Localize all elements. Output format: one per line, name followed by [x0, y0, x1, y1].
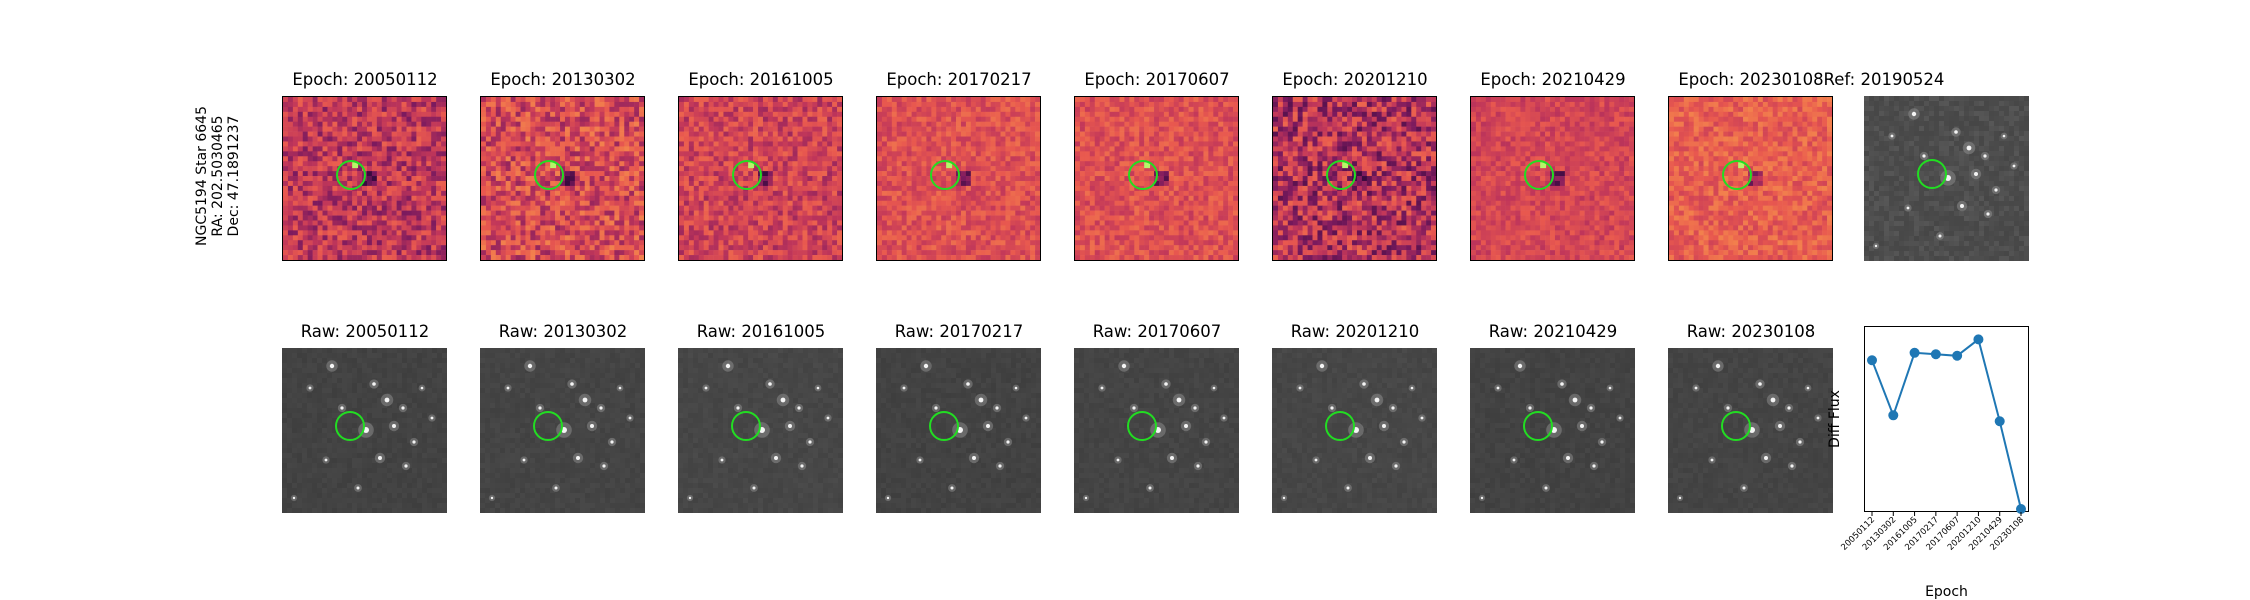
light-curve-xlabel: Epoch — [1925, 584, 1968, 600]
raw-image — [1074, 348, 1239, 513]
raw-panel-title: Raw: 20170607 — [1092, 322, 1222, 341]
difference-image — [480, 96, 645, 261]
data-point — [1994, 416, 2005, 427]
data-point — [1867, 355, 1877, 366]
aperture-circle — [1524, 160, 1554, 190]
diff-panel-title: Epoch: 20161005 — [688, 70, 834, 89]
dec-label: Dec: 47.1891237 — [226, 115, 242, 237]
difference-image — [1272, 96, 1437, 261]
diff-flux-series-line — [1871, 337, 2022, 510]
aperture-circle — [1127, 411, 1157, 441]
raw-panel-title: Raw: 20230108 — [1686, 322, 1816, 341]
data-point — [1888, 410, 1899, 421]
light-curve-ylabel: Diff Flux — [1827, 390, 1843, 448]
aperture-circle — [335, 411, 365, 441]
data-point — [2016, 504, 2026, 515]
diff-panel-title: Epoch: 20210429 — [1480, 70, 1626, 89]
aperture-circle — [1523, 411, 1553, 441]
ref-panel-title: Ref: 20190524 — [1823, 70, 1945, 89]
data-point — [1952, 350, 1963, 361]
aperture-circle — [731, 411, 761, 441]
raw-panel-title: Raw: 20161005 — [696, 322, 826, 341]
aperture-circle — [1325, 411, 1355, 441]
difference-image — [678, 96, 843, 261]
aperture-circle — [930, 160, 960, 190]
raw-image — [282, 348, 447, 513]
aperture-circle — [336, 160, 366, 190]
raw-image — [1272, 348, 1437, 513]
raw-panel-title: Raw: 20201210 — [1290, 322, 1420, 341]
raw-panel-title: Raw: 20210429 — [1488, 322, 1618, 341]
diff-panel-title: Epoch: 20130302 — [490, 70, 636, 89]
aperture-circle — [732, 160, 762, 190]
difference-image — [282, 96, 447, 261]
raw-panel-title: Raw: 20050112 — [300, 322, 430, 341]
aperture-circle — [1326, 160, 1356, 190]
plot-frame — [1864, 326, 2029, 512]
raw-image — [678, 348, 843, 513]
difference-image — [1668, 96, 1833, 261]
diff-panel-title: Epoch: 20170607 — [1084, 70, 1230, 89]
raw-panel-title: Raw: 20130302 — [498, 322, 628, 341]
light-curve-plot: 2005011220130302201610052017021720170607… — [1839, 326, 2029, 553]
data-point — [1930, 349, 1941, 360]
aperture-circle — [1917, 159, 1947, 189]
raw-panel-title: Raw: 20170217 — [894, 322, 1024, 341]
difference-image — [876, 96, 1041, 261]
aperture-circle — [1128, 160, 1158, 190]
aperture-circle — [534, 160, 564, 190]
aperture-circle — [1722, 160, 1752, 190]
diff-panel-title: Epoch: 20050112 — [292, 70, 438, 89]
star-name-label: NGC5194 Star 6645 — [194, 106, 210, 246]
diff-panel-title: Epoch: 20230108 — [1678, 70, 1824, 89]
raw-image — [1668, 348, 1833, 513]
data-point — [1973, 334, 1984, 345]
difference-image — [1470, 96, 1635, 261]
raw-image — [480, 348, 645, 513]
aperture-circle — [1721, 411, 1751, 441]
data-point — [1909, 347, 1920, 358]
diff-panel-title: Epoch: 20201210 — [1282, 70, 1428, 89]
aperture-circle — [929, 411, 959, 441]
reference-image — [1864, 96, 2029, 261]
raw-image — [876, 348, 1041, 513]
light-curve-chart: 20050112 20130302 20161005 20170217 20170607… — [1839, 326, 2029, 553]
difference-image — [1074, 96, 1239, 261]
ra-label: RA: 202.5030465 — [210, 115, 226, 237]
aperture-circle — [533, 411, 563, 441]
raw-image — [1470, 348, 1635, 513]
diff-panel-title: Epoch: 20170217 — [886, 70, 1032, 89]
